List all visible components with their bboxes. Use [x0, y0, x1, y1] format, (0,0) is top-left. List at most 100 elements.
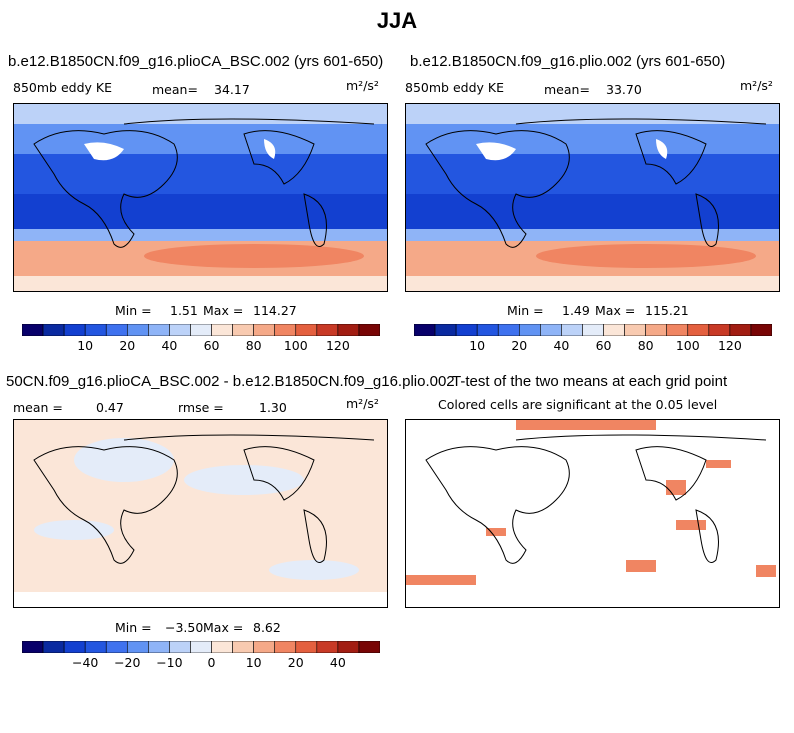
continents-outline: [33, 118, 375, 248]
panel4-map: [405, 419, 780, 608]
colorbar-swatch: [582, 323, 604, 337]
colorbar-swatch: [84, 640, 107, 654]
colorbar-swatch: [687, 323, 710, 337]
colorbar-swatch: [126, 323, 149, 337]
significant-cells: [406, 575, 476, 585]
colorbar-swatch: [413, 323, 436, 337]
panel1-title: b.e12.B1850CN.f09_g16.plioCA_BSC.002 (yr…: [8, 53, 384, 70]
panel2-min-value: 1.49: [562, 303, 590, 318]
colorbar-diff: [21, 640, 381, 654]
field-band-north: [406, 104, 779, 124]
panel2-max-label: Max =: [595, 303, 636, 318]
field-band-nmid: [406, 124, 779, 154]
colorbar-swatch: [169, 323, 191, 337]
colorbar-swatch: [84, 323, 107, 337]
panel1-max-label: Max =: [203, 303, 244, 318]
figure-title: JJA: [376, 8, 418, 33]
colorbar-abs-left: [21, 323, 381, 337]
continents-outline: [425, 434, 767, 564]
panel3-rmse-value: 1.30: [259, 400, 287, 415]
significant-cells: [626, 560, 656, 572]
colorbar-swatch: [708, 323, 731, 337]
colorbar-swatch: [190, 323, 212, 337]
colorbar-swatch: [337, 323, 360, 337]
field-band-equator: [406, 194, 779, 229]
colorbar-tick-label: −20: [114, 655, 141, 670]
colorbar-swatch: [253, 640, 276, 654]
panel1-map: [13, 103, 388, 292]
colorbar-swatch: [358, 323, 381, 337]
panel1-max-value: 114.27: [253, 303, 297, 318]
colorbar-abs-left-svg: [21, 323, 381, 337]
colorbar-swatch: [211, 323, 233, 337]
panel1-mean-label: mean=: [152, 82, 198, 97]
colorbar-tick-label: 20: [287, 655, 304, 670]
panel2-map: [405, 103, 780, 292]
colorbar-swatch: [148, 323, 170, 337]
panel2-min-label: Min =: [507, 303, 544, 318]
colorbar-abs-right-svg: [413, 323, 773, 337]
panel3-max-label: Max =: [203, 620, 244, 635]
continents-outline: [425, 118, 767, 248]
colorbar-swatch: [21, 640, 44, 654]
colorbar-tick-label: 120: [717, 338, 742, 353]
panel4-field: [406, 420, 779, 607]
colorbar-tick-label: −40: [71, 655, 99, 670]
panel1-field: [14, 104, 387, 291]
significant-cells: [676, 520, 706, 530]
colorbar-swatch: [211, 640, 233, 654]
field-band-nmid: [14, 124, 387, 154]
colorbar-abs-right: [413, 323, 773, 337]
panel1-units: m²/s²: [346, 78, 379, 93]
colorbar-swatch: [434, 323, 457, 337]
panel1-min-value: 1.51: [170, 303, 198, 318]
panel3-max-value: 8.62: [253, 620, 281, 635]
colorbar-swatch: [645, 323, 668, 337]
colorbar-swatch: [476, 323, 499, 337]
panel4-title: T-test of the two means at each grid poi…: [452, 373, 728, 390]
colorbar-swatch: [42, 640, 65, 654]
colorbar-swatch: [497, 323, 520, 337]
colorbar-swatch: [21, 323, 44, 337]
panel2-max-value: 115.21: [645, 303, 689, 318]
colorbar-tick-label: −10: [156, 655, 183, 670]
colorbar-tick-label: 80: [245, 338, 262, 353]
colorbar-tick-label: 40: [553, 338, 570, 353]
colorbar-swatch: [232, 640, 254, 654]
field-band-tropics: [406, 154, 779, 194]
panel3-mean-value: 0.47: [96, 400, 124, 415]
colorbar-swatch: [603, 323, 625, 337]
field-south-mask: [14, 592, 387, 607]
colorbar-swatch: [232, 323, 254, 337]
colorbar-tick-label: 60: [203, 338, 220, 353]
colorbar-diff-svg: [21, 640, 381, 654]
colorbar-tick-label: 20: [119, 338, 136, 353]
colorbar-tick-label: 10: [77, 338, 94, 353]
colorbar-tick-label: 60: [595, 338, 612, 353]
colorbar-swatch: [63, 323, 86, 337]
panel2-units: m²/s²: [740, 78, 773, 93]
colorbar-swatch: [295, 323, 318, 337]
colorbar-tick-label: 80: [637, 338, 654, 353]
panel3-title: 50CN.f09_g16.plioCA_BSC.002 - b.e12.B185…: [6, 373, 455, 390]
colorbar-swatch: [729, 323, 752, 337]
field-negative-patch: [269, 560, 359, 580]
panel3-map: [13, 419, 388, 608]
panel3-mean-label: mean =: [13, 400, 63, 415]
colorbar-swatch: [169, 640, 191, 654]
field-band-smid: [406, 229, 779, 241]
colorbar-tick-label: 10: [469, 338, 486, 353]
colorbar-tick-label: 20: [511, 338, 528, 353]
colorbar-tick-label: 100: [675, 338, 700, 353]
field-band-equator: [14, 194, 387, 229]
field-band-north: [14, 104, 387, 124]
colorbar-swatch: [750, 323, 773, 337]
panel2-field: [406, 104, 779, 291]
colorbar-swatch: [316, 323, 339, 337]
high-terrain-mask: [476, 139, 668, 161]
field-band-smid: [14, 229, 387, 241]
colorbar-swatch: [148, 640, 170, 654]
colorbar-swatch: [624, 323, 646, 337]
significant-cells: [516, 420, 656, 430]
colorbar-swatch: [253, 323, 276, 337]
